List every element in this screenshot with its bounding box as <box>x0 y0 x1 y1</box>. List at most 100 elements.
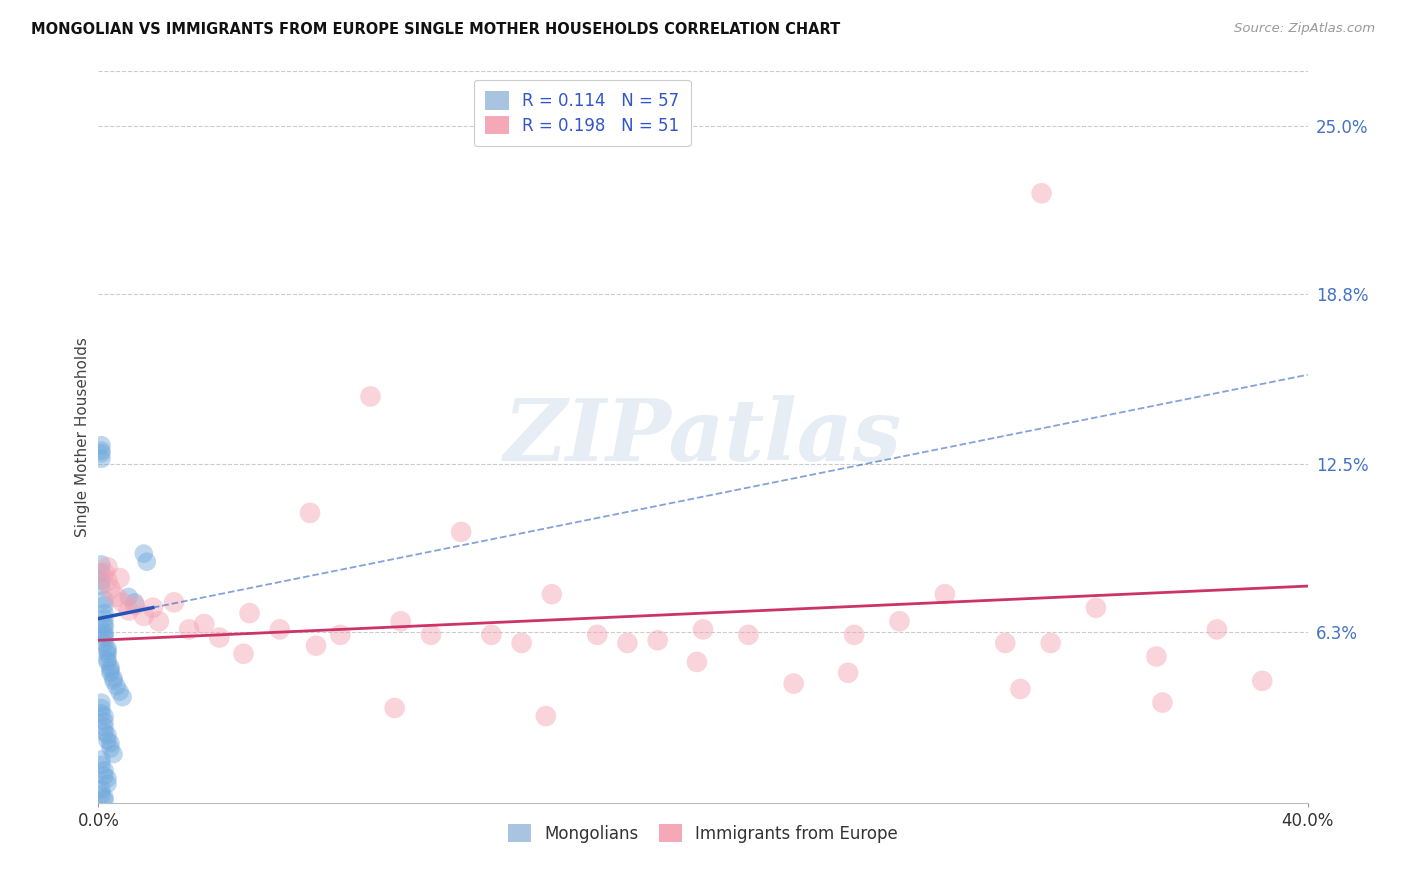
Point <box>93 625 115 640</box>
Point <box>108 571 131 585</box>
Point <box>420 628 443 642</box>
Point <box>96 728 118 742</box>
Point <box>90 438 112 452</box>
Point <box>1085 600 1108 615</box>
Point <box>93 628 115 642</box>
Point <box>105 679 128 693</box>
Point <box>135 555 157 569</box>
Point <box>90 558 112 572</box>
Point <box>1251 673 1274 688</box>
Point <box>193 617 215 632</box>
Point <box>93 631 115 645</box>
Point <box>100 665 122 680</box>
Point <box>90 696 112 710</box>
Point <box>96 652 118 666</box>
Point <box>208 631 231 645</box>
Point <box>96 641 118 656</box>
Point <box>384 701 406 715</box>
Point <box>142 600 165 615</box>
Point <box>100 741 122 756</box>
Point <box>329 628 352 642</box>
Point <box>889 615 911 629</box>
Point <box>124 598 146 612</box>
Point <box>90 788 112 802</box>
Point <box>686 655 709 669</box>
Text: ZIPatlas: ZIPatlas <box>503 395 903 479</box>
Point <box>93 793 115 807</box>
Point <box>481 628 503 642</box>
Point <box>692 623 714 637</box>
Point <box>1010 681 1032 696</box>
Point <box>616 636 638 650</box>
Point <box>179 623 201 637</box>
Point <box>118 603 141 617</box>
Point <box>90 752 112 766</box>
Point <box>132 608 155 623</box>
Point <box>124 595 146 609</box>
Point <box>90 706 112 721</box>
Point <box>232 647 254 661</box>
Point <box>389 615 412 629</box>
Point <box>93 790 115 805</box>
Point <box>450 524 472 539</box>
Point <box>1031 186 1053 201</box>
Point <box>540 587 562 601</box>
Point <box>586 628 609 642</box>
Point <box>100 582 122 596</box>
Point <box>93 709 115 723</box>
Point <box>93 617 115 632</box>
Point <box>93 636 115 650</box>
Point <box>510 636 533 650</box>
Point <box>96 574 118 588</box>
Point <box>90 701 112 715</box>
Point <box>93 592 115 607</box>
Point <box>93 598 115 612</box>
Point <box>90 446 112 460</box>
Y-axis label: Single Mother Households: Single Mother Households <box>75 337 90 537</box>
Point <box>90 443 112 458</box>
Point <box>93 720 115 734</box>
Point <box>105 590 128 604</box>
Point <box>360 389 382 403</box>
Text: MONGOLIAN VS IMMIGRANTS FROM EUROPE SINGLE MOTHER HOUSEHOLDS CORRELATION CHART: MONGOLIAN VS IMMIGRANTS FROM EUROPE SING… <box>31 22 841 37</box>
Point <box>100 660 122 674</box>
Point <box>96 655 118 669</box>
Point <box>96 560 118 574</box>
Point <box>90 757 112 772</box>
Point <box>1144 649 1167 664</box>
Point <box>90 579 112 593</box>
Point <box>1039 636 1062 650</box>
Point <box>108 684 131 698</box>
Point <box>96 733 118 747</box>
Point <box>111 595 134 609</box>
Point <box>647 633 669 648</box>
Point <box>93 620 115 634</box>
Point <box>534 709 557 723</box>
Point <box>90 451 112 466</box>
Point <box>994 636 1017 650</box>
Point <box>93 566 115 580</box>
Point <box>103 673 125 688</box>
Point <box>844 628 866 642</box>
Point <box>93 611 115 625</box>
Point <box>118 590 141 604</box>
Point <box>148 615 170 629</box>
Point <box>90 574 112 588</box>
Point <box>239 606 262 620</box>
Point <box>96 647 118 661</box>
Text: Source: ZipAtlas.com: Source: ZipAtlas.com <box>1234 22 1375 36</box>
Point <box>103 747 125 761</box>
Point <box>737 628 759 642</box>
Point <box>96 772 118 786</box>
Point <box>100 736 122 750</box>
Point <box>132 547 155 561</box>
Point <box>93 764 115 778</box>
Point <box>269 623 291 637</box>
Point <box>103 671 125 685</box>
Point <box>299 506 322 520</box>
Point <box>90 566 112 580</box>
Point <box>100 663 122 677</box>
Point <box>934 587 956 601</box>
Point <box>111 690 134 705</box>
Point <box>783 676 806 690</box>
